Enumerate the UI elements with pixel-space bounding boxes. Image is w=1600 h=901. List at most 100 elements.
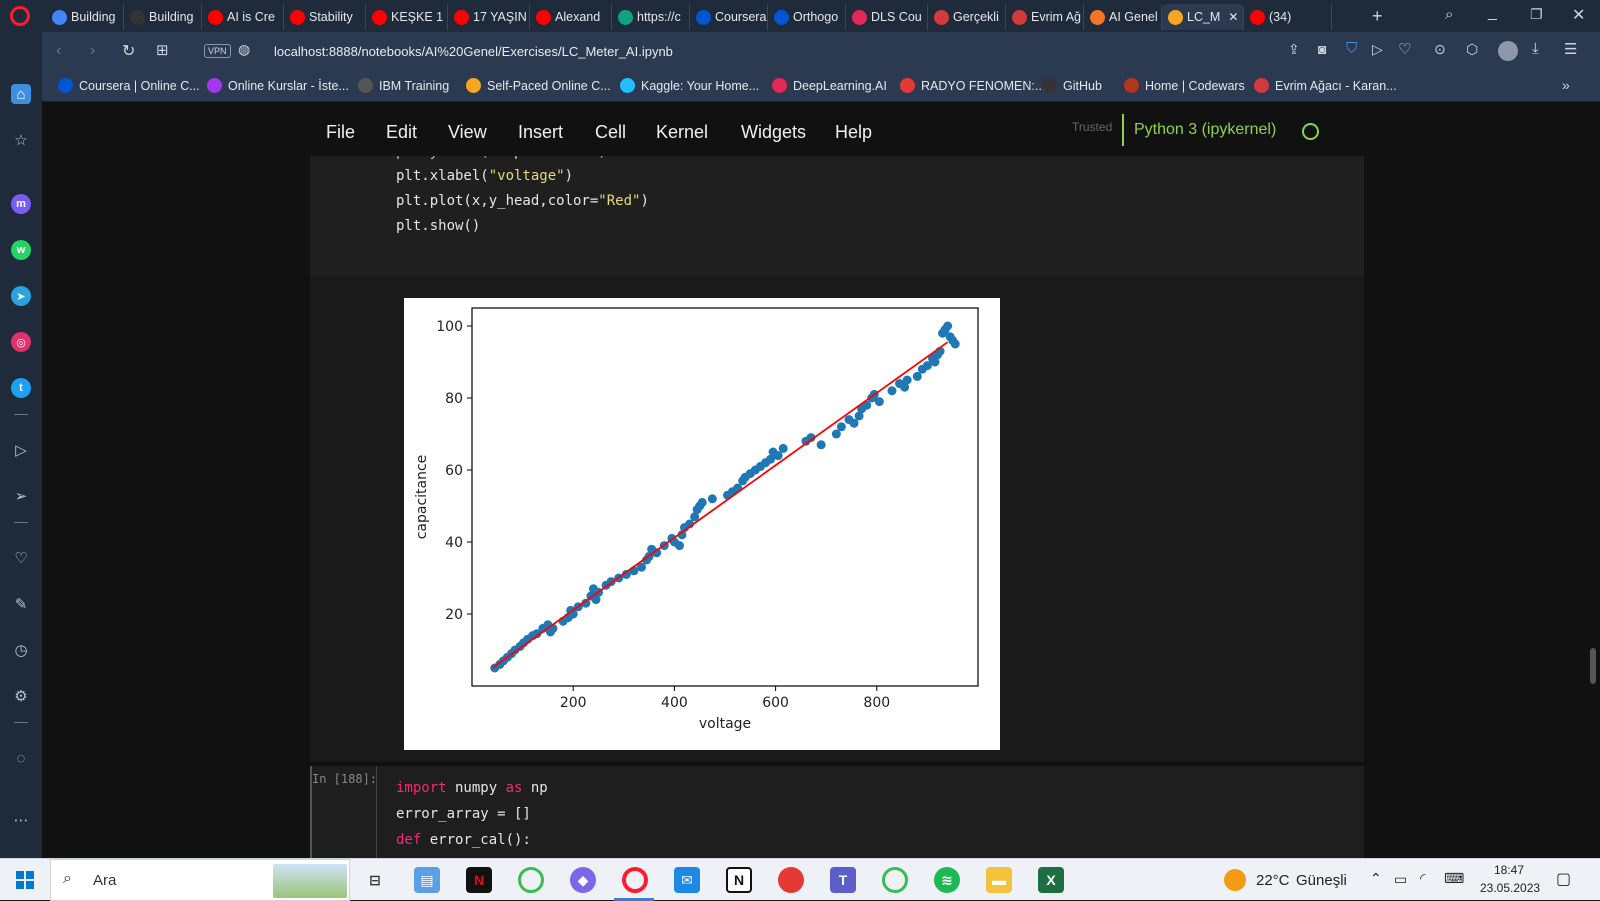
app-purple-icon[interactable]: ◆ bbox=[570, 867, 596, 893]
netflix-icon[interactable]: N bbox=[466, 867, 492, 893]
battery-icon[interactable]: ▭ bbox=[1394, 871, 1408, 887]
share-icon[interactable]: ⇪ bbox=[1288, 41, 1300, 57]
easy-setup-icon[interactable]: ☰ bbox=[1564, 41, 1578, 58]
tomato-timer-icon[interactable] bbox=[778, 867, 804, 893]
history-icon[interactable]: ◷ bbox=[14, 642, 28, 659]
shield-icon[interactable]: ⛉ bbox=[1346, 40, 1358, 57]
menu-view[interactable]: View bbox=[448, 122, 487, 142]
code-cell-188[interactable] bbox=[310, 766, 1364, 858]
browser-tab[interactable]: Alexand bbox=[530, 4, 612, 30]
menu-edit[interactable]: Edit bbox=[386, 122, 418, 142]
task-view-icon[interactable]: ⊟ bbox=[369, 871, 381, 888]
menu-kernel[interactable]: Kernel bbox=[656, 122, 709, 142]
code-line[interactable]: plt.plot(x,y_head,color="Red") bbox=[396, 193, 649, 209]
browser-tab[interactable]: DLS Cou bbox=[846, 4, 928, 30]
close-window-icon[interactable]: ✕ bbox=[1572, 7, 1586, 24]
keyboard-icon[interactable]: ⌨ bbox=[1444, 870, 1465, 886]
bookmark-item[interactable]: DeepLearning.AI bbox=[772, 78, 887, 93]
bookmark-item[interactable]: Home | Codewars bbox=[1124, 78, 1245, 93]
menu-insert[interactable]: Insert bbox=[518, 122, 564, 142]
home-icon[interactable]: ⌂ bbox=[11, 84, 31, 104]
folder-icon[interactable]: ▬ bbox=[986, 867, 1012, 893]
browser-tab[interactable]: Coursera bbox=[690, 4, 768, 30]
download-icon[interactable]: ⤓ bbox=[1532, 40, 1539, 57]
file-explorer-icon[interactable]: ▤ bbox=[414, 867, 440, 893]
bookmarks-overflow-icon[interactable]: » bbox=[1562, 77, 1570, 93]
browser-tab[interactable]: (34) bbox=[1244, 4, 1332, 30]
code-line[interactable]: plt.xlabel("voltage") bbox=[396, 168, 574, 184]
more-icon[interactable]: ⋯ bbox=[13, 812, 29, 829]
taskbar-search-box[interactable]: ⌕ Ara bbox=[50, 859, 350, 901]
play-icon[interactable]: ▷ bbox=[1372, 41, 1383, 57]
browser-tab[interactable]: AI Genel bbox=[1084, 4, 1162, 30]
bookmark-item[interactable]: Evrim Ağacı - Karan... bbox=[1254, 78, 1397, 93]
opera-taskbar-icon[interactable] bbox=[622, 867, 648, 893]
messenger-icon[interactable]: m bbox=[11, 194, 31, 214]
code-line[interactable]: plt.show() bbox=[396, 218, 481, 234]
profile-avatar-icon[interactable] bbox=[1498, 41, 1518, 61]
twitter-icon[interactable]: t bbox=[11, 378, 31, 398]
excel-icon[interactable]: X bbox=[1038, 867, 1064, 893]
tabs-grid-icon[interactable]: ⊞ bbox=[156, 42, 169, 59]
menu-file[interactable]: File bbox=[326, 122, 356, 142]
bookmark-item[interactable]: RADYO FENOMEN:... bbox=[900, 78, 1045, 93]
close-tab-icon[interactable]: ✕ bbox=[1228, 10, 1239, 24]
clock-time[interactable]: 18:47 bbox=[1494, 863, 1525, 877]
weather-temp[interactable]: 22°C bbox=[1256, 872, 1290, 889]
menu-widgets[interactable]: Widgets bbox=[741, 122, 807, 142]
wifi-icon[interactable]: ◜ bbox=[1420, 870, 1426, 886]
search-tabs-icon[interactable]: ⌕ bbox=[1445, 6, 1454, 23]
minimize-icon[interactable]: _ bbox=[1488, 4, 1497, 21]
menu-help[interactable]: Help bbox=[835, 122, 873, 142]
browser-tab[interactable]: LC_M ✕ bbox=[1162, 4, 1244, 30]
notifications-icon[interactable]: ▢ bbox=[1556, 871, 1572, 888]
bookmark-item[interactable]: GitHub bbox=[1042, 78, 1102, 93]
app-green-ring-icon[interactable] bbox=[518, 867, 544, 893]
bookmark-item[interactable]: Coursera | Online C... bbox=[58, 78, 200, 93]
restore-icon[interactable]: ❐ bbox=[1530, 6, 1543, 22]
camera-icon[interactable]: ◙ bbox=[1318, 41, 1327, 57]
notion-icon[interactable]: N bbox=[726, 867, 752, 893]
browser-tab[interactable]: Building bbox=[46, 4, 124, 30]
lightbulb-icon[interactable]: ◌ bbox=[16, 749, 26, 767]
telegram-icon[interactable]: ➤ bbox=[11, 286, 31, 306]
edit-icon[interactable]: ✎ bbox=[14, 596, 28, 613]
browser-tab[interactable]: Building bbox=[124, 4, 202, 30]
code-cell[interactable] bbox=[310, 156, 1364, 276]
browser-tab[interactable]: 17 YAŞIN bbox=[448, 4, 530, 30]
menu-cell[interactable]: Cell bbox=[595, 122, 627, 142]
browser-tab[interactable]: Stability bbox=[284, 4, 366, 30]
player-icon[interactable]: ▷ bbox=[15, 442, 27, 459]
kernel-name[interactable]: Python 3 (ipykernel) bbox=[1134, 121, 1277, 138]
browser-tab[interactable]: KEŞKE 1 bbox=[366, 4, 448, 30]
settings-icon[interactable]: ⚙ bbox=[14, 688, 28, 705]
mail-icon[interactable]: ✉ bbox=[674, 867, 700, 893]
clock-date[interactable]: 23.05.2023 bbox=[1480, 881, 1541, 895]
url-field[interactable]: localhost:8888/notebooks/AI%20Genel/Exer… bbox=[274, 44, 673, 59]
trusted-badge[interactable]: Trusted bbox=[1072, 120, 1113, 134]
bookmark-item[interactable]: Self-Paced Online C... bbox=[466, 78, 611, 93]
scrollbar-thumb[interactable] bbox=[1590, 648, 1596, 684]
wallet-icon[interactable]: ⊙ bbox=[1434, 41, 1446, 57]
browser-tab[interactable]: Orthogo bbox=[768, 4, 846, 30]
back-icon[interactable]: ‹ bbox=[56, 42, 62, 59]
heart-icon[interactable]: ♡ bbox=[1398, 41, 1412, 58]
vpn-badge[interactable]: VPN bbox=[204, 44, 231, 58]
whatsapp-icon[interactable]: w bbox=[11, 240, 31, 260]
browser-tab[interactable]: Evrim Ağ bbox=[1006, 4, 1084, 30]
send-icon[interactable]: ➢ bbox=[14, 488, 28, 505]
weather-text[interactable]: Güneşli bbox=[1296, 872, 1347, 889]
bookmark-item[interactable]: Online Kurslar - İste... bbox=[207, 78, 349, 93]
code-line[interactable]: import numpy as np bbox=[396, 780, 548, 796]
forward-icon[interactable]: › bbox=[90, 42, 96, 59]
spotify-icon[interactable]: ≋ bbox=[934, 867, 960, 893]
tray-chevron-icon[interactable]: ⌃ bbox=[1370, 870, 1382, 886]
opera-logo-icon[interactable] bbox=[10, 6, 30, 26]
weather-sun-icon[interactable] bbox=[1224, 869, 1246, 891]
teams-icon[interactable]: T bbox=[830, 867, 856, 893]
windows-start-icon[interactable] bbox=[16, 871, 34, 889]
bookmark-item[interactable]: IBM Training bbox=[358, 78, 449, 93]
new-tab-icon[interactable]: + bbox=[1372, 6, 1383, 26]
cube-icon[interactable]: ⬡ bbox=[1466, 41, 1479, 57]
code-line[interactable]: def error_cal(): bbox=[396, 832, 531, 848]
